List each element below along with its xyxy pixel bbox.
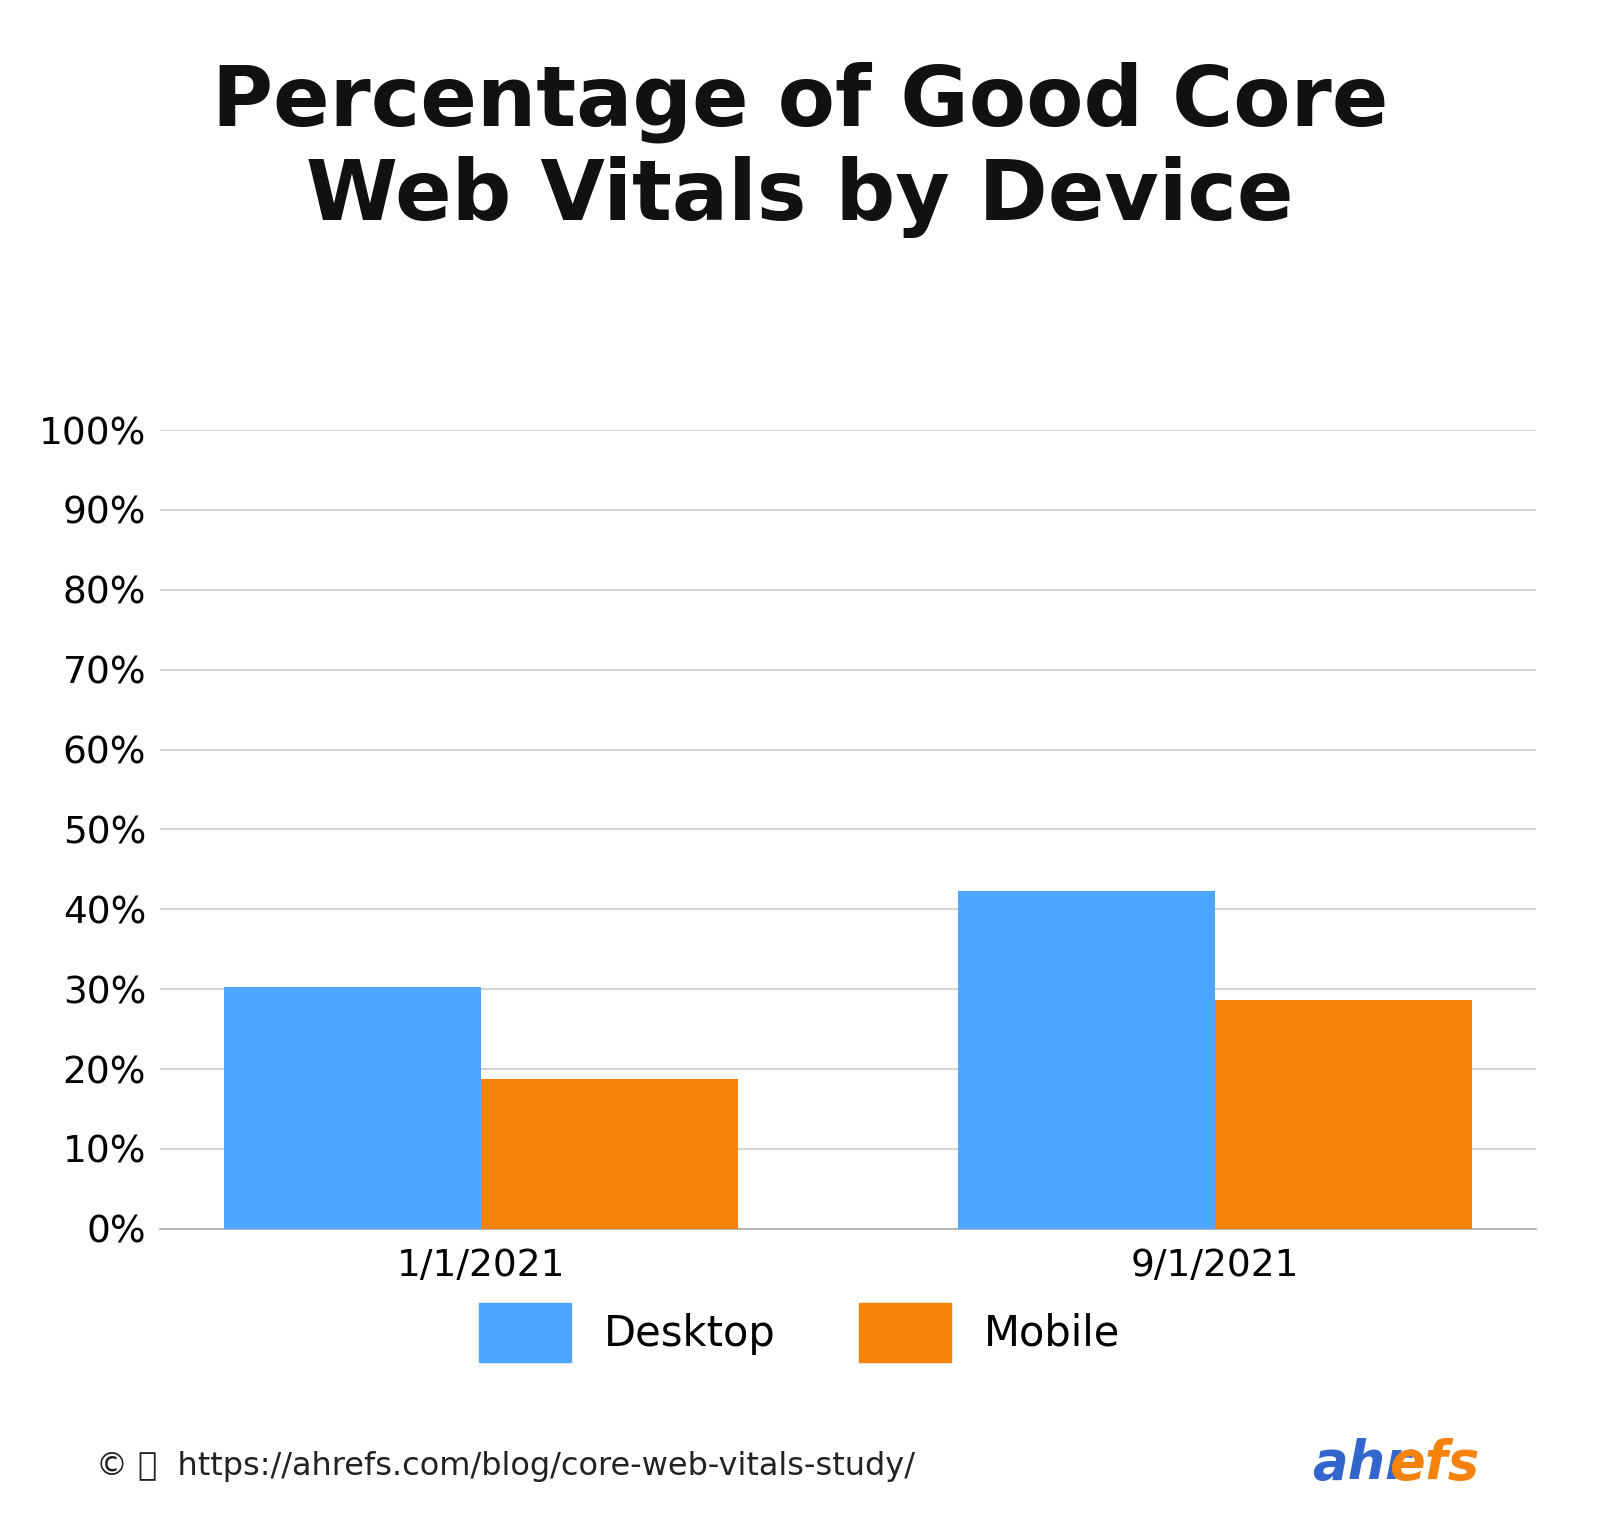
Text: © ⓘ  https://ahrefs.com/blog/core-web-vitals-study/: © ⓘ https://ahrefs.com/blog/core-web-vit… [96,1452,915,1482]
Text: ahr: ahr [1312,1438,1411,1490]
Bar [1214,1000,1472,1229]
Legend: Desktop, Mobile: Desktop, Mobile [480,1303,1120,1361]
Text: efs: efs [1389,1438,1478,1490]
Text: Percentage of Good Core
Web Vitals by Device: Percentage of Good Core Web Vitals by De… [211,61,1389,238]
Bar [224,986,482,1229]
Bar [482,1078,738,1229]
Bar [958,891,1214,1229]
